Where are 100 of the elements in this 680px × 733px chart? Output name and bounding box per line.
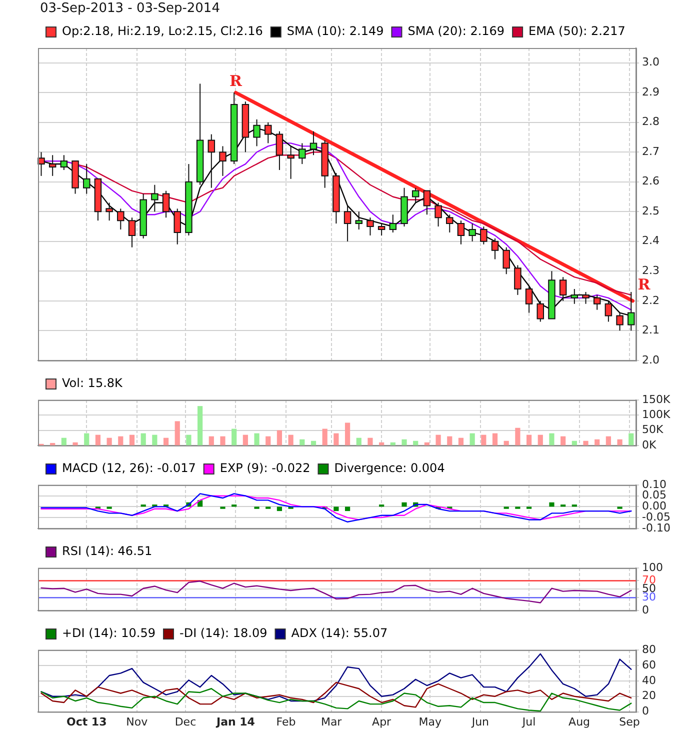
bar [61, 438, 66, 446]
bar [458, 438, 464, 446]
x-tick-label: Jan 14 [215, 715, 256, 728]
bar [481, 434, 486, 446]
bar [310, 440, 316, 446]
y-tick-label: 50K [642, 423, 664, 436]
bar [424, 442, 430, 446]
y-tick-label: 2.7 [642, 144, 660, 158]
y-tick-label: 0 [642, 603, 649, 616]
bar [583, 440, 588, 446]
y-tick-label: 0.10 [642, 478, 666, 491]
x-tick-label: Feb [276, 715, 296, 728]
bar [436, 434, 441, 446]
legend-label: Divergence: 0.004 [334, 461, 445, 476]
x-tick-label: Jul [521, 715, 536, 728]
bar [84, 433, 90, 446]
annotation: R [638, 275, 651, 294]
bar [504, 440, 509, 446]
bar [300, 439, 305, 446]
bar [402, 502, 407, 507]
bar [118, 436, 124, 446]
y-tick-label: -0.05 [642, 510, 670, 524]
bar [390, 442, 396, 446]
y-tick-label: 20 [642, 689, 656, 702]
legend-label: EXP (9): -0.022 [220, 461, 310, 476]
bar [538, 434, 543, 446]
legend-label: MACD (12, 26): -0.017 [62, 461, 196, 476]
legend-label: Vol: 15.8K [62, 376, 124, 390]
y-tick-label: 2.5 [642, 204, 660, 218]
y-tick-label: 2.0 [642, 353, 660, 366]
y-tick-label: 2.3 [642, 264, 660, 277]
bar [492, 433, 498, 446]
x-tick-label: Aug [568, 715, 590, 728]
bar [606, 436, 612, 446]
bar [334, 433, 339, 446]
bar [232, 428, 237, 446]
bar [220, 436, 226, 446]
bar [594, 439, 600, 446]
bar [356, 438, 362, 446]
x-tick-label: Oct 13 [66, 715, 107, 728]
bar [140, 433, 146, 446]
y-tick-label: 0K [642, 438, 657, 452]
legend-label: SMA (10): 2.149 [286, 24, 384, 38]
y-tick-label: 0 [642, 704, 649, 718]
bar [163, 438, 169, 446]
bar [50, 442, 56, 446]
bar [254, 433, 260, 446]
bar [515, 428, 520, 446]
x-tick-label: Jun [470, 715, 490, 728]
bar [266, 436, 271, 446]
x-tick-label: Nov [126, 715, 148, 728]
bar [198, 406, 203, 446]
legend-label: +DI (14): 10.59 [62, 626, 156, 640]
bar [344, 506, 350, 512]
bar [72, 442, 78, 446]
bar [379, 442, 384, 446]
bar [334, 506, 339, 512]
bar [322, 428, 328, 446]
y-tick-label: 100K [642, 408, 671, 421]
bar [242, 434, 248, 446]
bar [106, 438, 112, 446]
y-tick-label: 2.9 [642, 85, 660, 98]
bar [413, 440, 418, 446]
y-tick-label: 150K [642, 392, 671, 406]
y-tick-label: -0.10 [642, 521, 670, 534]
bar [208, 436, 214, 446]
bar [174, 421, 180, 446]
y-tick-label: 2.8 [642, 115, 660, 128]
y-tick-label: 100 [642, 560, 663, 574]
chart-title: 03-Sep-2013 - 03-Sep-2014 [39, 0, 221, 18]
x-tick-label: Sep [619, 715, 640, 728]
y-tick-label: 0.00 [642, 500, 666, 513]
y-tick-label: 0.05 [642, 488, 666, 502]
bar [368, 438, 373, 446]
bar [276, 506, 282, 512]
bar [447, 436, 452, 446]
bar [152, 434, 158, 446]
bar [470, 433, 475, 446]
y-tick-label: 80 [642, 642, 656, 656]
bar [95, 434, 101, 446]
bar [276, 430, 282, 446]
legend-label: Op:2.18, Hi:2.19, Lo:2.15, Cl:2.16 [62, 24, 263, 38]
y-tick-label: 2.4 [642, 234, 660, 248]
bar [129, 434, 135, 446]
x-tick-label: Dec [174, 715, 196, 728]
bar [628, 433, 634, 446]
y-tick-label: 2.1 [642, 324, 660, 337]
legend-label: -DI (14): 18.09 [179, 626, 268, 640]
legend-label: EMA (50): 2.217 [528, 24, 626, 38]
legend-label: RSI (14): 46.51 [62, 544, 152, 558]
bar [549, 502, 554, 507]
x-tick-label: Apr [372, 715, 392, 728]
y-tick-label: 3.0 [642, 56, 660, 69]
x-tick-label: May [418, 715, 442, 728]
y-tick-label: 2.2 [642, 294, 660, 307]
y-tick-label: 60 [642, 658, 656, 672]
y-tick-label: 2.6 [642, 174, 660, 188]
bar [288, 434, 294, 446]
bar [344, 422, 350, 446]
bar [186, 434, 192, 446]
